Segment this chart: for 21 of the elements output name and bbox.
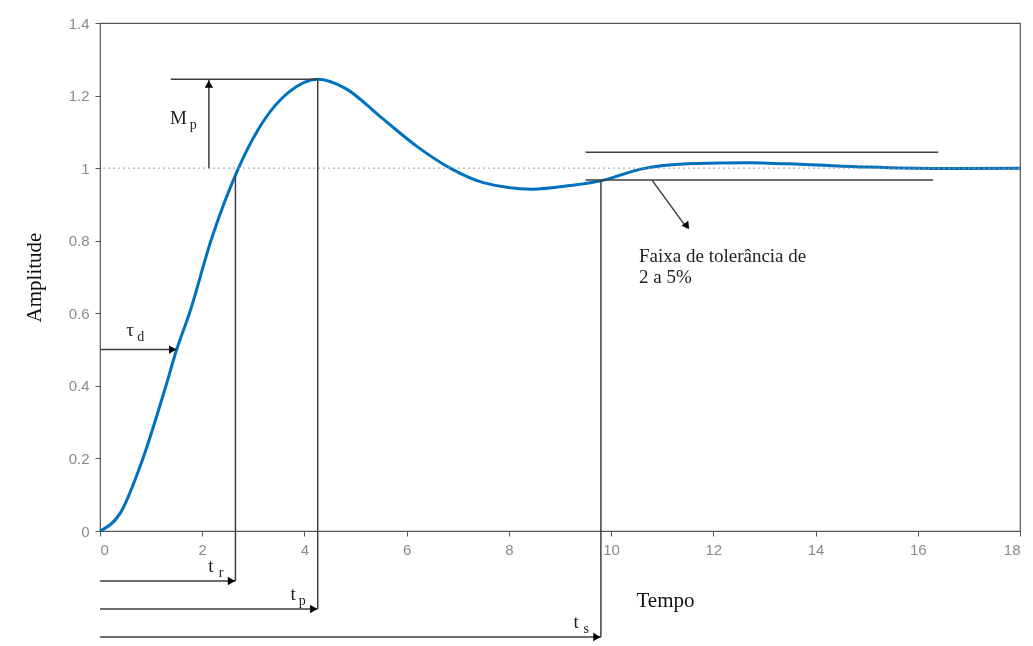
x-tick-label: 12 [705,540,723,558]
y-tick-label: 0.4 [68,377,90,395]
y-tick-label: 0 [81,522,90,540]
y-axis-title: Amplitude [21,232,46,323]
x-axis-title: Tempo [636,587,695,612]
x-tick-label: 18 [1003,540,1021,558]
y-tick-label: 0.2 [68,449,90,467]
y-tick-label: 0.6 [68,304,90,322]
y-tick-label: 0.8 [68,232,90,250]
y-tick-label: 1 [81,159,90,177]
annotation: Faixa de tolerância de 2 a 5% [639,245,807,288]
x-tick-label: 8 [505,540,514,558]
y-tick-label: 1.4 [68,14,90,32]
y-tick-label: 1.2 [68,87,90,105]
x-tick-label: 4 [300,540,310,558]
x-tick-label: 10 [603,540,620,558]
x-tick-label: 2 [198,540,207,558]
x-tick-label: 14 [807,540,825,558]
x-tick-label: 16 [909,540,927,558]
x-tick-label: 0 [100,540,109,558]
x-tick-label: 6 [402,540,412,558]
